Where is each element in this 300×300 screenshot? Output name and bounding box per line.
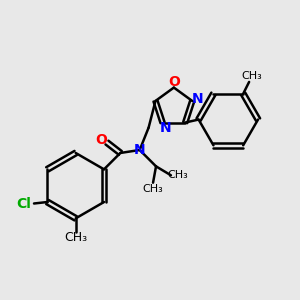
Text: CH₃: CH₃ [143,184,164,194]
Text: CH₃: CH₃ [64,231,87,244]
Text: CH₃: CH₃ [242,71,262,81]
Text: N: N [134,143,146,157]
Text: N: N [192,92,203,106]
Text: CH₃: CH₃ [167,170,188,180]
Text: Cl: Cl [16,196,31,211]
Text: O: O [168,75,180,89]
Text: N: N [160,121,171,135]
Text: O: O [96,133,108,147]
